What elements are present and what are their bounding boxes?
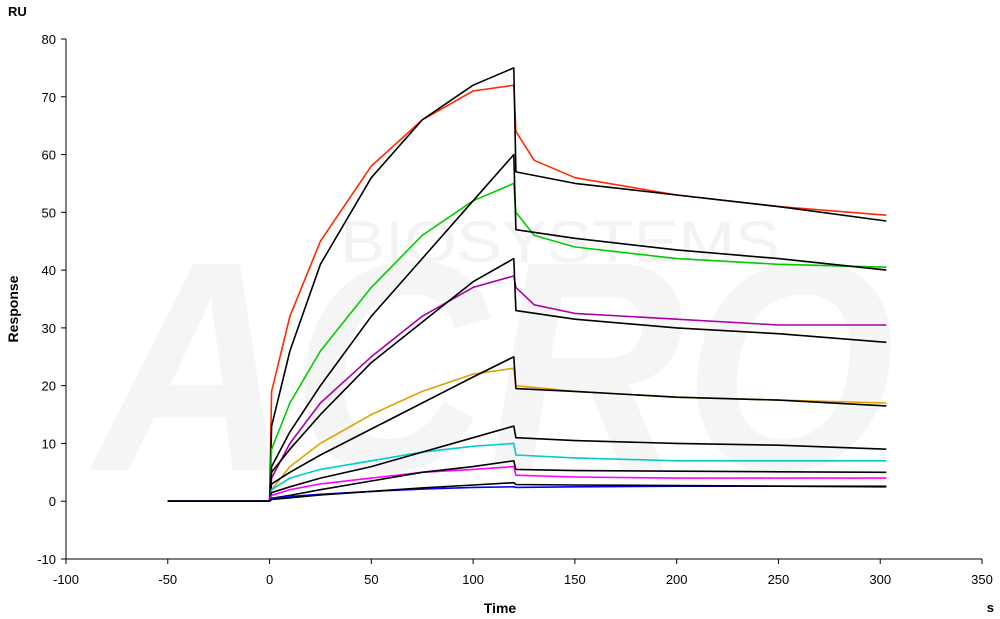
x-tick-label: 100 bbox=[462, 572, 484, 587]
y-tick-label: -10 bbox=[37, 552, 56, 567]
x-tick-label: -50 bbox=[158, 572, 177, 587]
x-tick-label: 150 bbox=[564, 572, 586, 587]
y-tick-label: 40 bbox=[42, 263, 56, 278]
y-tick-label: 20 bbox=[42, 379, 56, 394]
x-axis-title: Time bbox=[484, 600, 517, 616]
series-line-5 bbox=[167, 275, 887, 502]
y-tick-label: 30 bbox=[42, 321, 56, 336]
series-line-9 bbox=[167, 442, 887, 502]
y-axis-title: Response bbox=[5, 275, 21, 342]
x-unit-label: s bbox=[987, 600, 994, 615]
series-line-10 bbox=[167, 425, 887, 502]
y-tick-label: 60 bbox=[42, 148, 56, 163]
series-line-1 bbox=[167, 84, 887, 502]
x-tick-label: 250 bbox=[768, 572, 790, 587]
y-tick-label: 50 bbox=[42, 205, 56, 220]
y-tick-label: 10 bbox=[42, 436, 56, 451]
x-tick-label: 50 bbox=[364, 572, 378, 587]
series-line-14 bbox=[167, 481, 887, 502]
x-tick-label: 300 bbox=[869, 572, 891, 587]
y-tick-label: 70 bbox=[42, 90, 56, 105]
x-tick-label: 0 bbox=[266, 572, 273, 587]
series-line-6 bbox=[167, 257, 887, 502]
x-tick-label: -100 bbox=[53, 572, 79, 587]
x-tick-label: 350 bbox=[971, 572, 993, 587]
y-unit-label: RU bbox=[8, 4, 27, 19]
y-tick-label: 0 bbox=[49, 494, 56, 509]
series-line-11 bbox=[167, 465, 887, 502]
watermark: ACRO BIOSYSTEMS bbox=[87, 198, 895, 534]
x-tick-label: 200 bbox=[666, 572, 688, 587]
x-ticks: -100 -50 0 50 100 150 200 250 300 350 bbox=[53, 559, 993, 587]
series-line-4 bbox=[167, 153, 887, 502]
y-ticks: -10 0 10 20 30 40 50 60 70 80 bbox=[37, 32, 66, 567]
series-layer bbox=[167, 67, 887, 502]
series-line-8 bbox=[167, 356, 887, 502]
series-line-2 bbox=[167, 67, 887, 502]
y-tick-label: 80 bbox=[42, 32, 56, 47]
